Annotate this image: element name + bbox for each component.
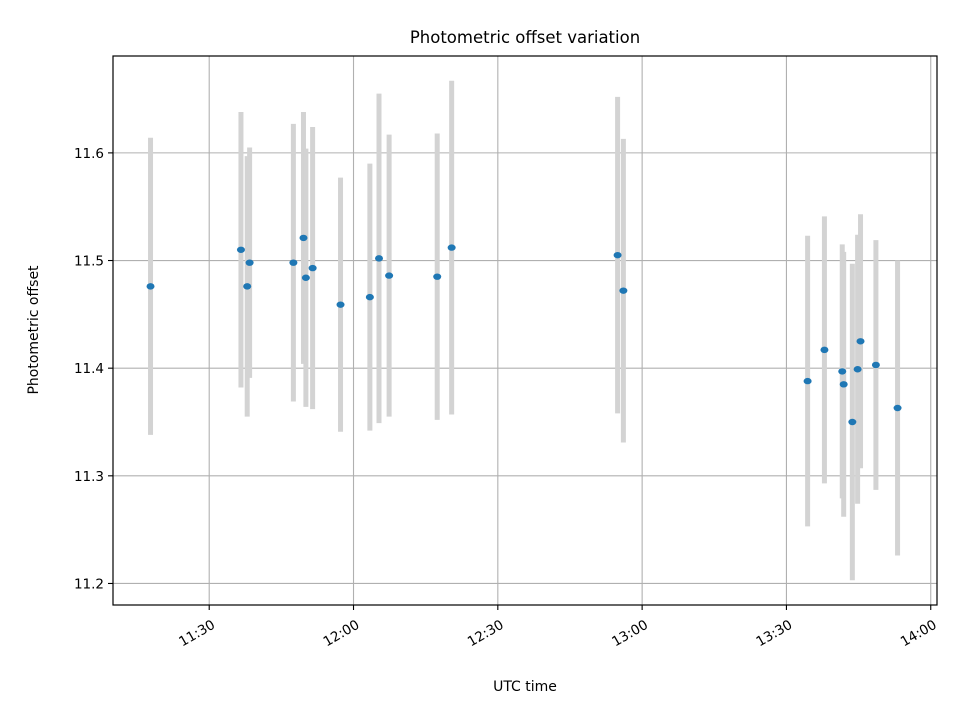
data-point [375, 255, 384, 262]
data-point [613, 251, 622, 259]
x-axis-label: UTC time [493, 679, 557, 695]
data-point [245, 259, 254, 266]
data-point [871, 361, 880, 369]
data-point [243, 283, 252, 290]
data-point [619, 287, 628, 294]
data-point [236, 246, 245, 253]
data-point [336, 301, 345, 308]
data-point [803, 377, 812, 385]
data-point [289, 259, 298, 266]
data-point [308, 264, 317, 272]
data-point [146, 283, 155, 290]
y-tick-label: 11.2 [74, 576, 104, 592]
data-point [301, 274, 310, 281]
data-points [146, 234, 902, 426]
data-point [856, 338, 865, 345]
data-point [447, 244, 456, 251]
y-axis-label: Photometric offset [26, 265, 42, 395]
data-point [893, 404, 902, 412]
chart-title: Photometric offset variation [410, 28, 640, 47]
y-tick-label: 11.4 [74, 361, 104, 377]
plot-frame [112, 55, 938, 606]
data-point [385, 272, 394, 279]
data-point [838, 368, 847, 375]
plot-area [112, 55, 938, 606]
y-tick-label: 11.5 [74, 254, 104, 270]
y-tick-label: 11.3 [74, 469, 104, 485]
y-axis-ticks: 11.2 11.3 11.4 11.5 11.6 [74, 146, 113, 592]
data-point [853, 366, 862, 373]
data-point [820, 346, 829, 354]
data-point [365, 293, 374, 301]
data-point [433, 273, 442, 280]
data-point [299, 234, 308, 242]
y-tick-label: 11.6 [74, 146, 104, 162]
data-point [848, 418, 857, 426]
data-point [839, 381, 848, 388]
